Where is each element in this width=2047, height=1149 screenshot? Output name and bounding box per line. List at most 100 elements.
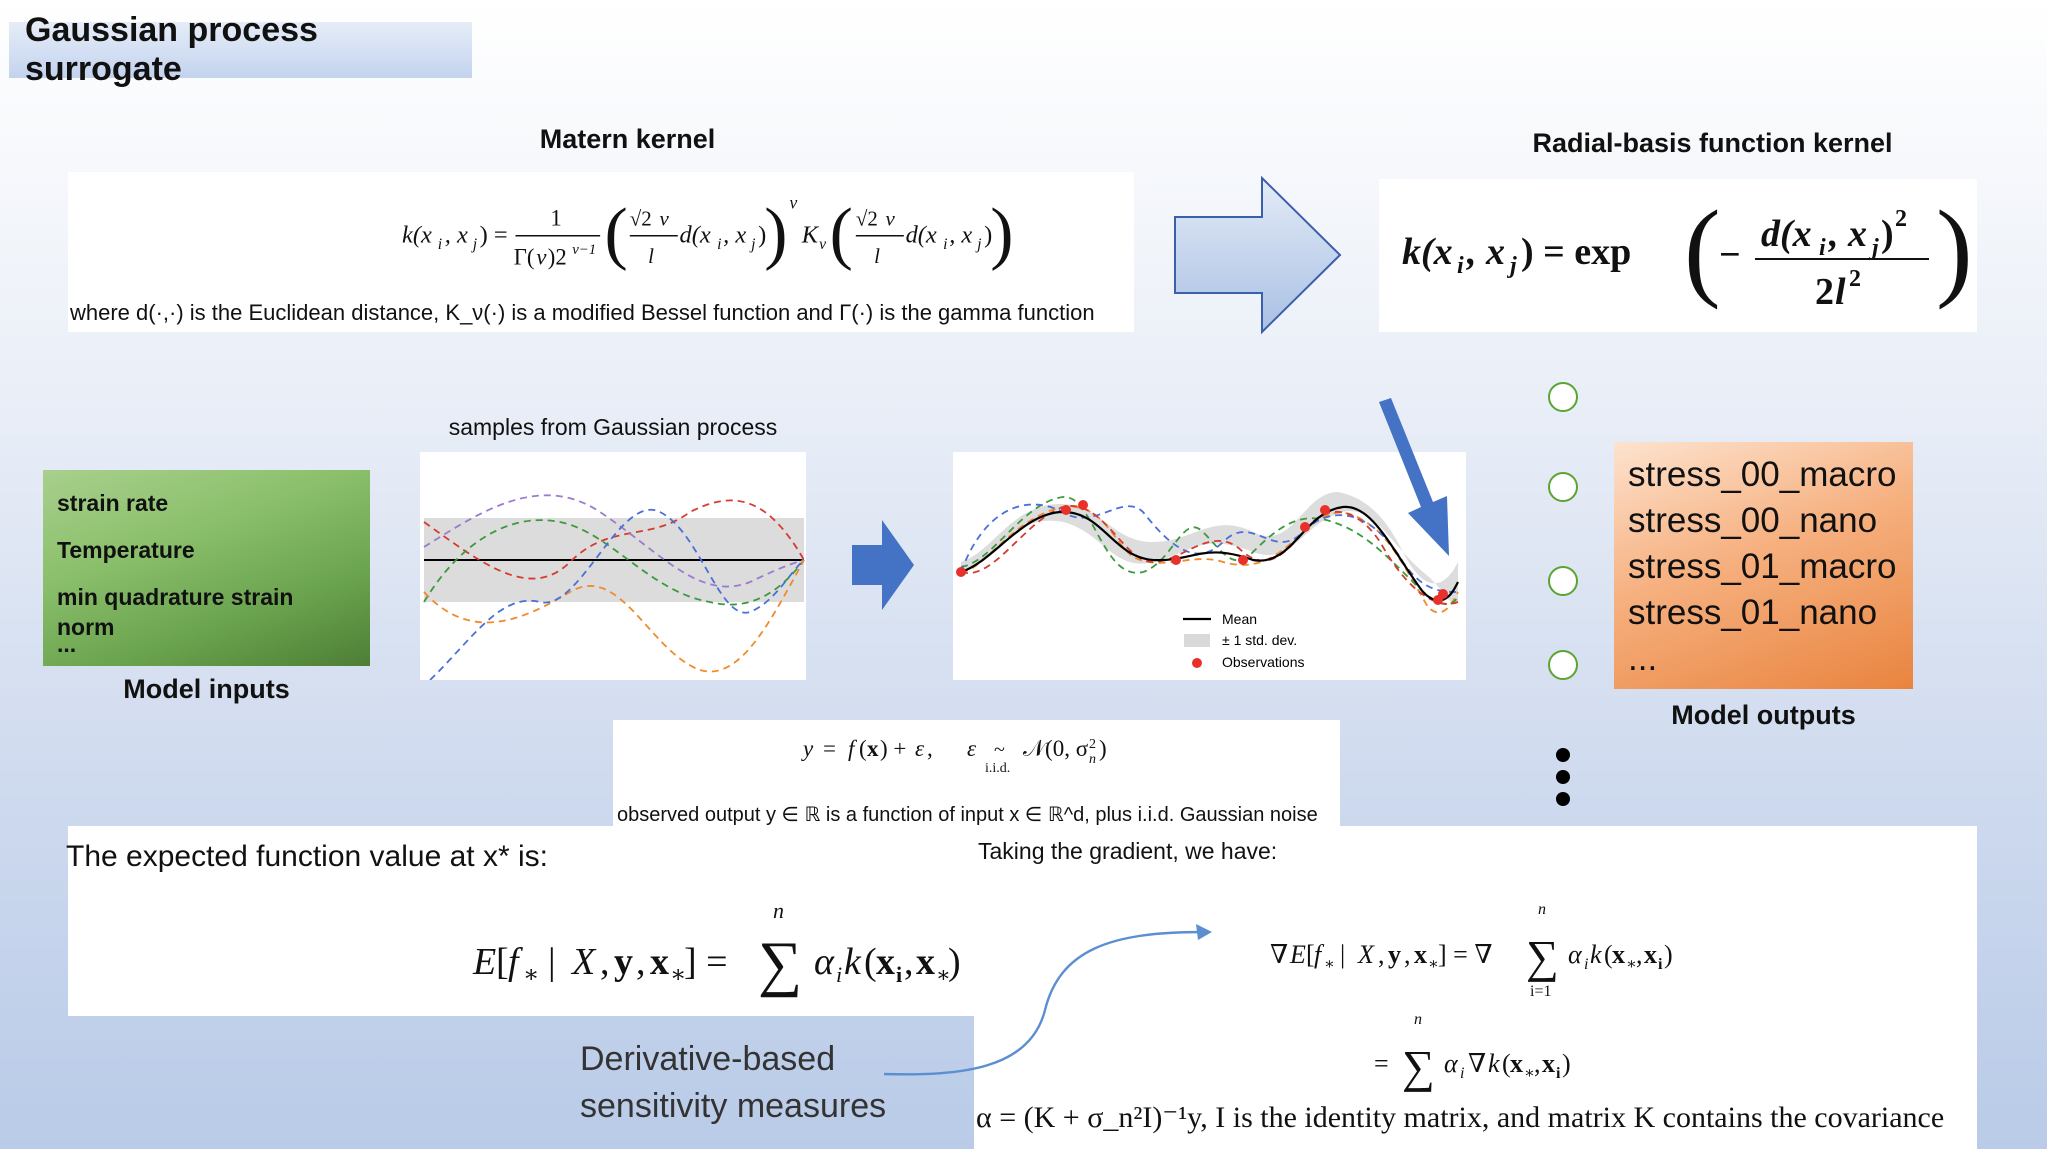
input-item: Temperature	[57, 537, 195, 563]
noise-model-box: y = f (x) + ε, ε ~ i.i.d. 𝒩(0, σ n 2 ) o…	[613, 720, 1340, 830]
output-item: stress_00_macro	[1628, 455, 1897, 494]
svg-text:=: =	[1374, 1049, 1389, 1078]
svg-text:2: 2	[1895, 206, 1907, 232]
svg-text:√2: √2	[856, 206, 878, 230]
svg-text:)2: )2	[548, 245, 567, 270]
matern-heading: Matern kernel	[539, 124, 716, 154]
sensitivity-label: Derivative-based sensitivity measures	[580, 1036, 886, 1130]
sample-curve-purple	[423, 494, 805, 588]
svg-text:2: 2	[1849, 266, 1861, 292]
svg-text:k(x: k(x	[1402, 231, 1453, 273]
sample-curve-red	[423, 499, 805, 580]
svg-text:(: (	[604, 195, 627, 272]
svg-text:(: (	[830, 195, 853, 272]
svg-text:Γ(: Γ(	[514, 245, 535, 270]
legend-std: ± 1 std. dev.	[1222, 632, 1297, 648]
svg-text:, x: , x	[1466, 231, 1505, 273]
svg-text:[: [	[496, 941, 509, 983]
down-arrow-icon	[1379, 398, 1449, 556]
sample-curve-orange	[423, 559, 805, 673]
svg-text:X: X	[1357, 940, 1375, 969]
legend-observations: Observations	[1222, 654, 1304, 670]
svg-text:): )	[990, 195, 1013, 272]
right-arrow-icon	[1174, 175, 1342, 335]
svg-text:,: ,	[1378, 940, 1385, 969]
svg-text:x: x	[1542, 1049, 1555, 1078]
svg-text:): )	[984, 222, 992, 249]
sample-curve-green	[423, 519, 805, 606]
model-outputs-box: stress_00_macro stress_00_nano stress_01…	[1614, 442, 1913, 689]
svg-text:∗: ∗	[1324, 956, 1335, 973]
svg-text:α: α	[1444, 1049, 1459, 1078]
svg-text:α: α	[814, 941, 835, 983]
posterior-band	[961, 492, 1458, 605]
svg-text:] = ∇: ] = ∇	[1438, 940, 1492, 969]
svg-text:∗: ∗	[670, 962, 686, 988]
svg-text:i: i	[717, 236, 721, 253]
svg-text:E: E	[472, 941, 496, 983]
svg-text:∗: ∗	[936, 962, 951, 987]
svg-text:𝒩(0, σ: 𝒩(0, σ	[1023, 736, 1089, 761]
svg-text:): )	[1562, 1049, 1571, 1078]
svg-text:−: −	[1719, 234, 1741, 276]
svg-text:): )	[1664, 940, 1673, 969]
legend-obs-swatch	[1192, 658, 1202, 668]
svg-text:|: |	[1340, 940, 1345, 969]
svg-text:(: (	[1502, 1049, 1511, 1078]
svg-text:n: n	[1414, 1011, 1422, 1028]
svg-text:j: j	[471, 236, 477, 253]
expectation-box: The expected function value at x* is: E[…	[66, 826, 974, 1016]
svg-text:f: f	[1314, 940, 1325, 969]
svg-text:(: (	[864, 941, 877, 983]
input-item: ...	[57, 631, 77, 657]
sample-curve-blue	[429, 508, 805, 680]
svg-text:) +: ) +	[880, 736, 906, 761]
svg-text:k: k	[1488, 1049, 1500, 1078]
sensitivity-label-line: Derivative-based	[580, 1040, 836, 1078]
svg-text:k: k	[1590, 940, 1602, 969]
svg-text:n: n	[773, 898, 784, 923]
svg-text:ε: ε	[967, 736, 977, 761]
noise-caption: observed output y ∈ ℝ is a function of i…	[617, 804, 1318, 826]
svg-text:): )	[1099, 736, 1107, 761]
svg-text:,: ,	[636, 941, 646, 983]
svg-text:x: x	[916, 941, 935, 983]
gp-posterior-plot: Mean ± 1 std. dev. Observations	[953, 452, 1466, 680]
svg-text:) = exp: ) = exp	[1521, 231, 1631, 273]
svg-text:2: 2	[1089, 737, 1096, 752]
svg-text:i: i	[1457, 253, 1464, 279]
legend-band-swatch	[1184, 634, 1210, 647]
svg-text:y: y	[1388, 940, 1401, 969]
svg-text:i: i	[943, 236, 947, 253]
svg-text:∗: ∗	[1524, 1065, 1535, 1082]
svg-text:,: ,	[927, 736, 933, 761]
svg-text:1: 1	[550, 205, 561, 230]
svg-text:i: i	[1460, 1065, 1464, 1082]
matern-note: where d(·,·) is the Euclidean distance, …	[70, 300, 1095, 325]
svg-text:∇: ∇	[1270, 940, 1288, 969]
svg-text:x: x	[1644, 940, 1657, 969]
svg-text:d(x: d(x	[680, 222, 711, 249]
svg-text:=: =	[823, 736, 836, 761]
svg-text:x: x	[650, 941, 669, 983]
svg-text:ν: ν	[536, 245, 547, 270]
observation-point	[1320, 505, 1330, 515]
noise-formula: y = f (x) + ε, ε ~ i.i.d. 𝒩(0, σ n 2 )	[801, 736, 1107, 776]
svg-text:, x: , x	[1828, 213, 1867, 255]
svg-text:j: j	[1506, 253, 1517, 279]
observation-point	[1171, 555, 1181, 565]
svg-text:, x: , x	[723, 222, 746, 249]
svg-text:): )	[1936, 188, 1973, 310]
svg-text:] =: ] =	[684, 941, 728, 983]
svg-text:|: |	[548, 941, 556, 983]
svg-text:ν: ν	[659, 206, 669, 230]
svg-text:X: X	[570, 941, 597, 983]
svg-text:i: i	[438, 236, 442, 253]
svg-text:ν−1: ν−1	[572, 242, 596, 258]
input-item: min quadrature strain norm	[57, 584, 294, 640]
svg-text:2: 2	[1815, 271, 1834, 313]
svg-text:): )	[758, 222, 766, 249]
